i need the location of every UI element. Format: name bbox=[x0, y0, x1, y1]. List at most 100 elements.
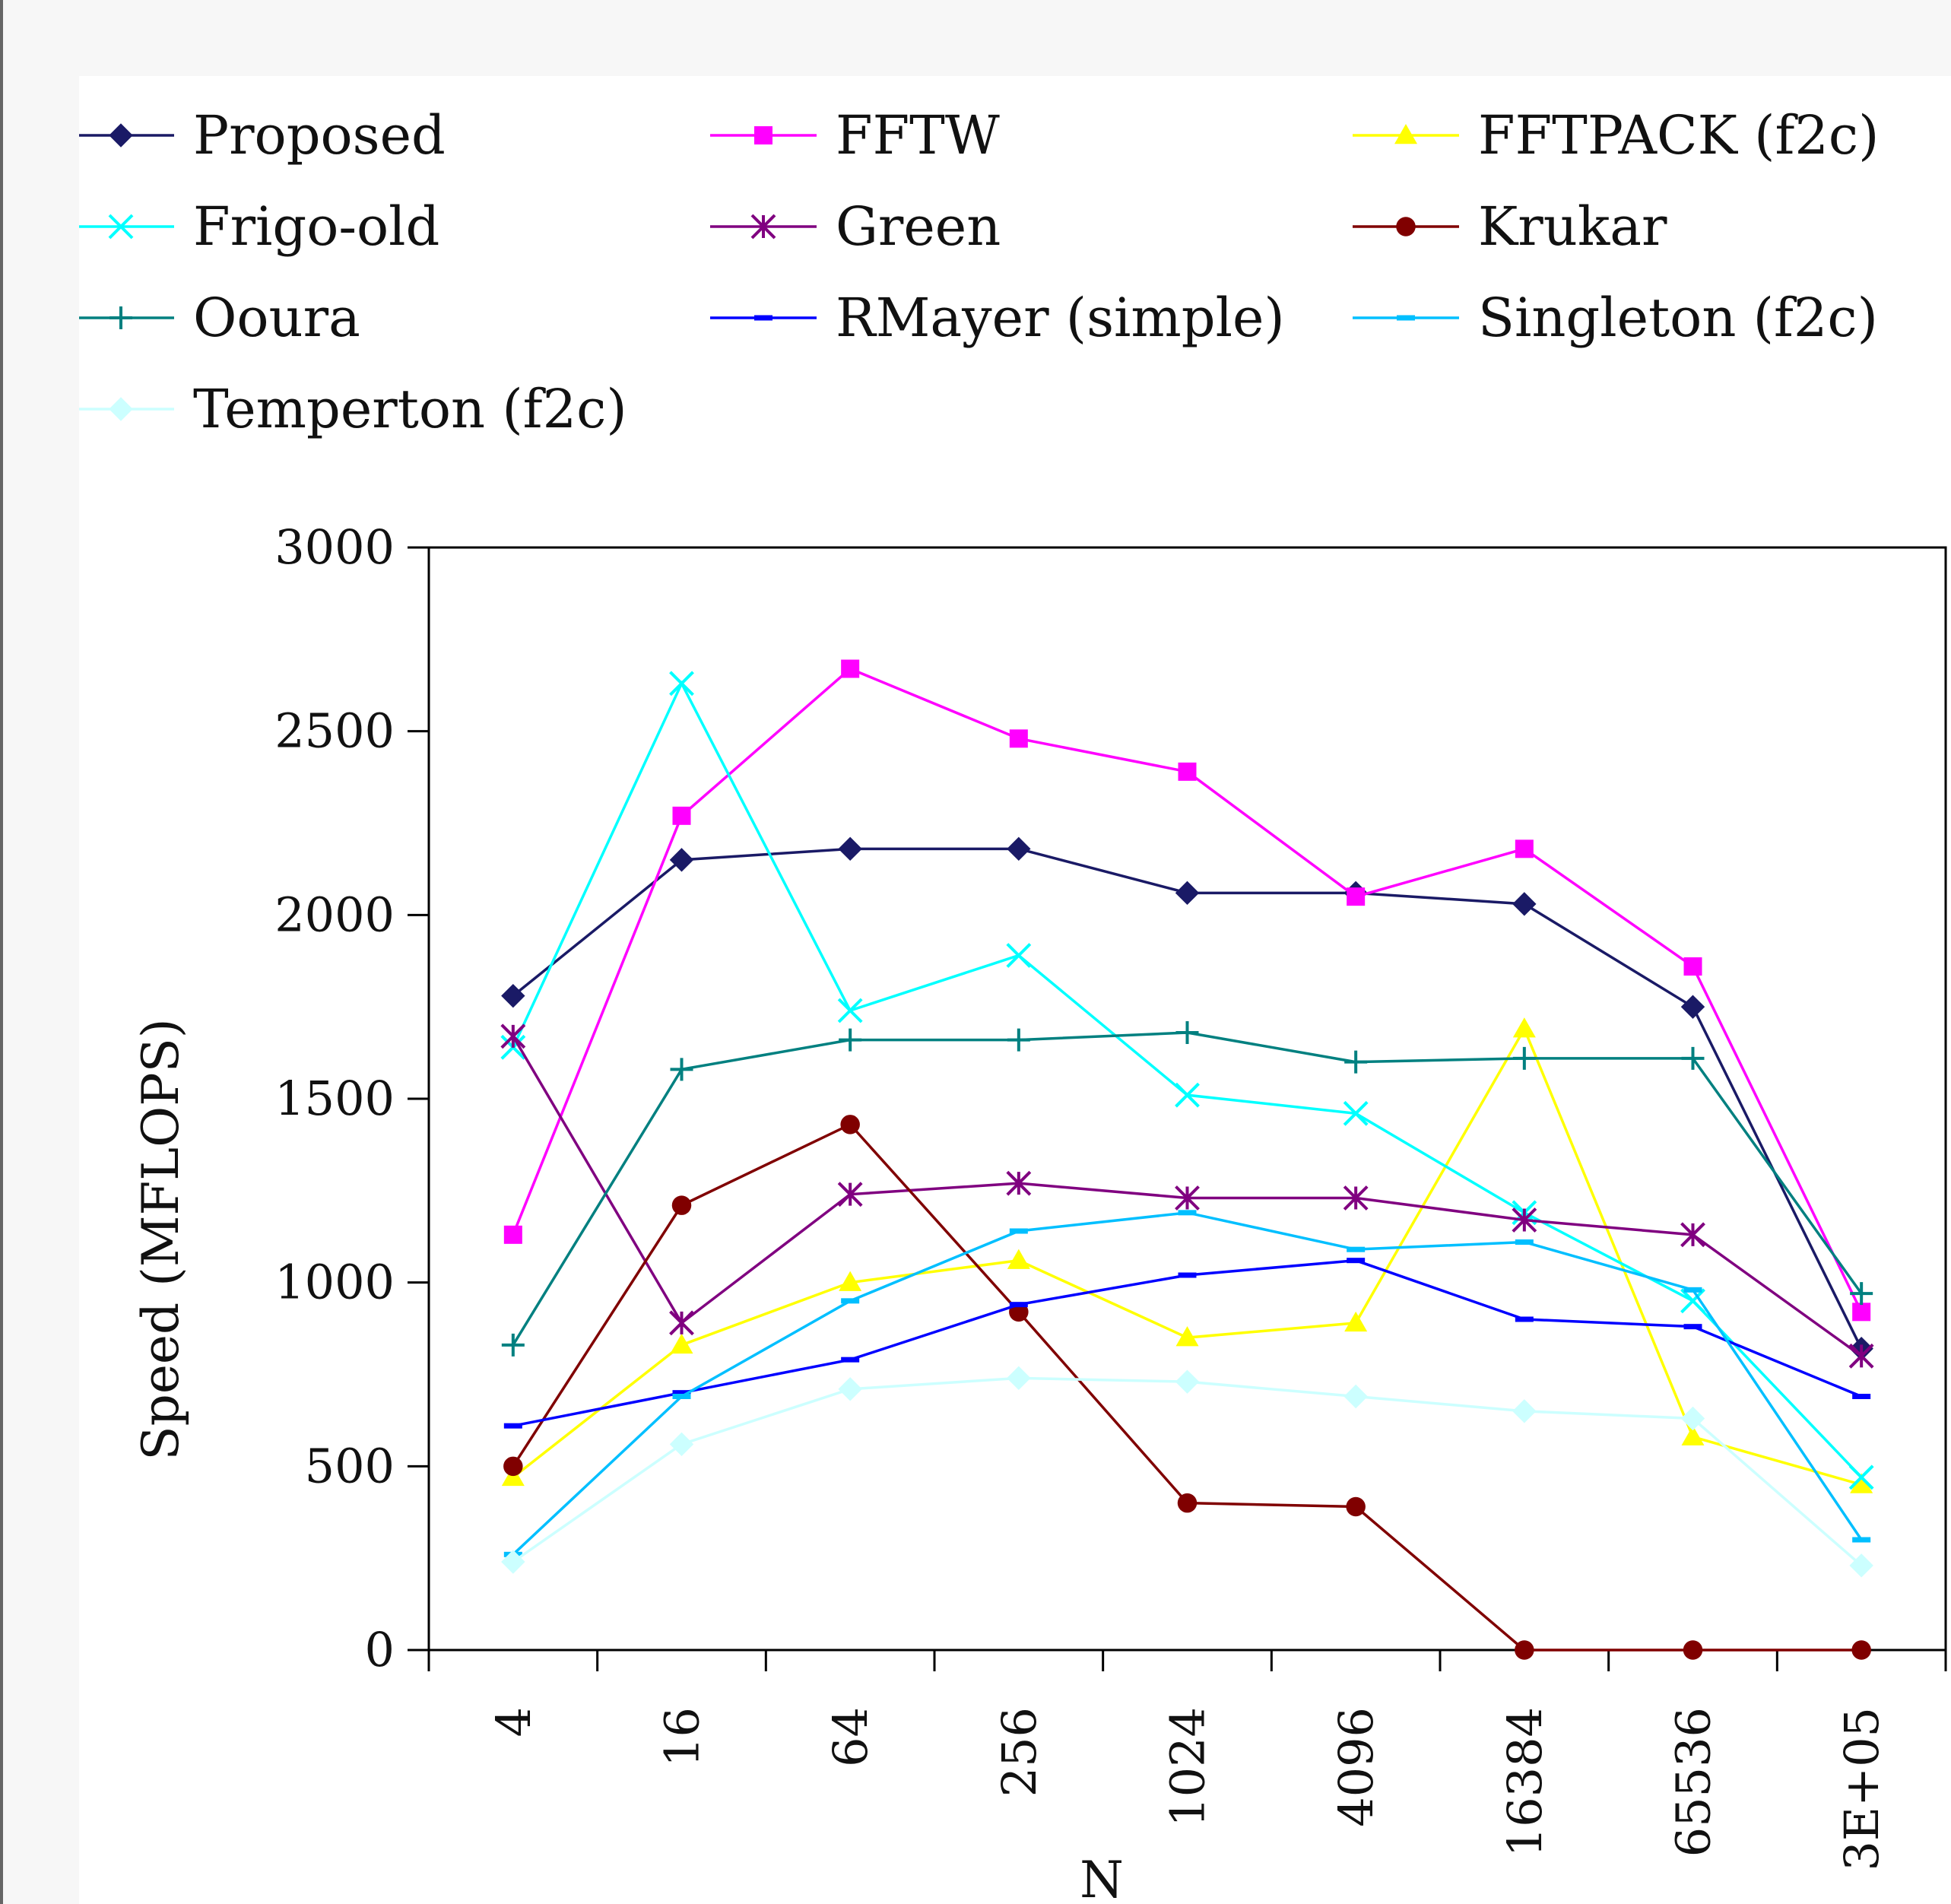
legend-item-singleton-f2c: Singleton (f2c) bbox=[1353, 287, 1878, 349]
plot-border bbox=[427, 546, 1947, 1652]
data-point bbox=[1852, 1537, 1871, 1543]
data-point bbox=[840, 1115, 860, 1134]
data-point bbox=[672, 1390, 691, 1396]
data-point bbox=[1175, 1082, 1200, 1108]
data-point bbox=[501, 1550, 525, 1574]
data-point bbox=[838, 1377, 862, 1401]
x-tick-label: 4 bbox=[486, 1707, 541, 1737]
data-point bbox=[1850, 1473, 1873, 1493]
data-point bbox=[1848, 1464, 1874, 1490]
data-point bbox=[1009, 1228, 1028, 1234]
data-point bbox=[1515, 1316, 1534, 1322]
data-point bbox=[1344, 1050, 1368, 1074]
data-point bbox=[1178, 1210, 1197, 1216]
data-point bbox=[1683, 957, 1702, 976]
legend-label: Ooura bbox=[193, 287, 360, 349]
legend-item-ooura: Ooura bbox=[79, 287, 360, 349]
data-point bbox=[841, 1298, 860, 1304]
x-tick-label: 1024 bbox=[1160, 1707, 1216, 1827]
chart-panel: Proposed FFTW FFTPACK (f2c) Frigo-old Green K… bbox=[79, 76, 1951, 1904]
data-point bbox=[1680, 1406, 1705, 1431]
data-point bbox=[670, 1333, 693, 1354]
data-point bbox=[1512, 1207, 1537, 1233]
data-point bbox=[503, 1456, 523, 1477]
series-singleton-f2c bbox=[503, 1210, 1871, 1557]
data-point bbox=[1177, 1493, 1198, 1513]
data-point bbox=[1007, 836, 1031, 862]
y-tick-label: 0 bbox=[365, 1622, 395, 1677]
data-point bbox=[109, 306, 132, 329]
legend-label: Krukar bbox=[1478, 195, 1667, 258]
data-point bbox=[1851, 1640, 1871, 1660]
data-point bbox=[669, 1310, 694, 1336]
data-point bbox=[1175, 1021, 1199, 1044]
series-temperton-f2c bbox=[501, 1366, 1873, 1578]
legend-item-proposed: Proposed bbox=[79, 104, 446, 167]
legend-label: RMayer (simple) bbox=[836, 287, 1285, 349]
data-point bbox=[1343, 1100, 1369, 1126]
y-tick-label: 1500 bbox=[274, 1071, 395, 1126]
data-point bbox=[1175, 1326, 1199, 1347]
data-point bbox=[669, 1432, 694, 1457]
data-point bbox=[1512, 1399, 1537, 1423]
data-point bbox=[1343, 1384, 1368, 1409]
data-point bbox=[1009, 729, 1028, 748]
y-tick-label: 2500 bbox=[274, 703, 395, 759]
data-point bbox=[108, 214, 134, 240]
legend-label: FFTPACK (f2c) bbox=[1478, 104, 1879, 167]
data-point bbox=[841, 1357, 860, 1363]
data-point bbox=[837, 1182, 863, 1207]
x-tick-label: 64 bbox=[823, 1707, 878, 1767]
line-chart: Proposed FFTW FFTPACK (f2c) Frigo-old Green K… bbox=[79, 104, 1947, 1904]
legend-label: Frigo-old bbox=[193, 195, 439, 258]
data-point bbox=[1175, 881, 1200, 906]
y-tick-label: 2000 bbox=[274, 887, 395, 942]
data-point bbox=[1680, 1288, 1705, 1314]
data-point bbox=[109, 123, 133, 148]
data-point bbox=[1852, 1303, 1871, 1322]
data-point bbox=[754, 315, 772, 321]
data-point bbox=[1347, 887, 1366, 906]
data-point bbox=[1006, 1170, 1032, 1196]
legend-item-fftpack-f2c: FFTPACK (f2c) bbox=[1353, 104, 1879, 167]
x-tick-label: 3E+05 bbox=[1834, 1707, 1889, 1871]
data-point bbox=[839, 1271, 862, 1291]
data-point bbox=[1680, 995, 1705, 1019]
data-point bbox=[750, 214, 776, 240]
x-axis-title: N bbox=[1080, 1851, 1124, 1904]
series-ooura bbox=[501, 1021, 1873, 1357]
legend: Proposed FFTW FFTPACK (f2c) Frigo-old Green K… bbox=[79, 104, 1879, 440]
legend-label: FFTW bbox=[836, 104, 1000, 167]
data-point bbox=[109, 397, 133, 421]
data-point bbox=[1175, 1369, 1200, 1394]
legend-label: Temperton (f2c) bbox=[193, 378, 627, 440]
data-point bbox=[1515, 1239, 1534, 1245]
legend-item-krukar: Krukar bbox=[1353, 195, 1667, 258]
data-point bbox=[1394, 124, 1417, 144]
data-point bbox=[1343, 1185, 1369, 1211]
data-point bbox=[672, 1394, 691, 1399]
data-point bbox=[754, 126, 772, 144]
data-point bbox=[1009, 1302, 1028, 1308]
legend-label: Proposed bbox=[193, 104, 446, 167]
data-point bbox=[1683, 1287, 1702, 1293]
data-point bbox=[500, 1023, 526, 1049]
data-point bbox=[1347, 1246, 1366, 1252]
data-point bbox=[1007, 1249, 1030, 1269]
data-point bbox=[670, 1058, 693, 1081]
legend-item-green: Green bbox=[710, 195, 1001, 258]
data-point bbox=[1848, 1343, 1874, 1369]
data-point bbox=[501, 1333, 525, 1357]
series-line-temperton-f2c bbox=[512, 1376, 1863, 1567]
x-tick-label: 4096 bbox=[1328, 1707, 1384, 1827]
series-green bbox=[500, 1023, 1874, 1369]
data-point bbox=[1007, 1028, 1030, 1052]
data-point bbox=[837, 998, 863, 1023]
data-point bbox=[1515, 839, 1534, 858]
data-point bbox=[671, 1195, 692, 1215]
data-point bbox=[669, 848, 694, 872]
series-frigo-old bbox=[500, 671, 1874, 1490]
legend-label: Singleton (f2c) bbox=[1478, 287, 1878, 349]
data-point bbox=[1178, 1272, 1197, 1278]
